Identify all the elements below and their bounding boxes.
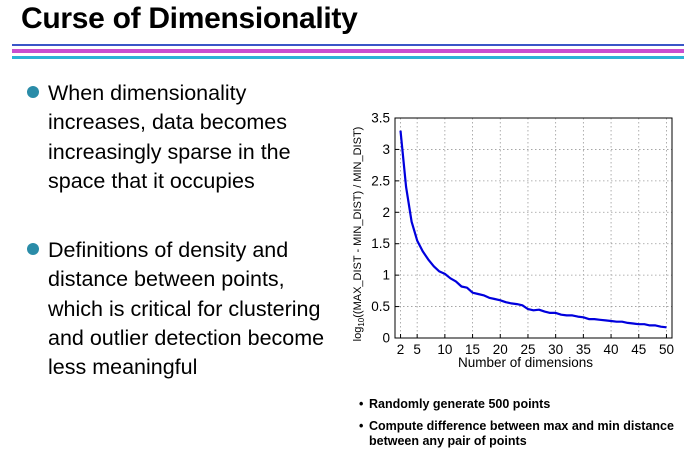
bullet-dot-icon (27, 243, 39, 255)
chart-frame (394, 117, 673, 339)
bullet-text: Definitions of density and distance betw… (48, 238, 325, 380)
note-item: • Compute difference between max and min… (356, 419, 681, 449)
x-tick-label: 20 (493, 342, 508, 357)
title-rule-cyan (12, 56, 684, 59)
series-line (399, 130, 667, 329)
y-tick-label: 3.5 (371, 111, 390, 126)
bullet-text: When dimensionality increases, data beco… (48, 81, 291, 193)
title-rule-magenta (12, 49, 684, 53)
note-bullet-icon: • (359, 419, 364, 433)
y-tick-label: 3 (382, 142, 390, 157)
note-bullet-icon: • (359, 397, 364, 411)
slide-title: Curse of Dimensionality (21, 2, 358, 35)
y-axis-label-log: log (352, 327, 364, 342)
note-text: Compute difference between max and min d… (369, 419, 674, 448)
y-tick-label: 1.5 (371, 236, 390, 251)
x-tick-label: 40 (604, 342, 619, 357)
x-tick-label: 10 (437, 342, 452, 357)
x-tick-label: 35 (576, 342, 591, 357)
y-tick-label: 1 (382, 268, 390, 283)
x-tick-label: 2 (397, 342, 405, 357)
y-axis-label-base: 10 (357, 317, 366, 326)
notes-list: • Randomly generate 500 points • Compute… (356, 397, 681, 456)
y-axis-label-expression: ((MAX_DIST - MIN_DIST) / MIN_DIST) (352, 127, 364, 318)
y-axis-label: log10((MAX_DIST - MIN_DIST) / MIN_DIST) (352, 127, 366, 342)
y-tick-label: 0.5 (371, 299, 390, 314)
x-tick-label: 50 (659, 342, 674, 357)
y-tick-label: 0 (382, 331, 390, 346)
bullet-dot-icon (27, 86, 39, 98)
x-tick-label: 25 (520, 342, 535, 357)
x-tick-label: 30 (548, 342, 563, 357)
chart-grid (395, 117, 672, 339)
y-tick-label: 2 (382, 205, 390, 220)
note-text: Randomly generate 500 points (369, 397, 551, 411)
x-tick-label: 15 (465, 342, 480, 357)
y-tick-label: 2.5 (371, 173, 390, 188)
note-item: • Randomly generate 500 points (356, 397, 681, 412)
title-rule-blue (12, 44, 684, 46)
x-axis-label: Number of dimensions (458, 355, 593, 370)
x-tick-label: 5 (413, 342, 421, 357)
x-tick-label: 45 (631, 342, 646, 357)
